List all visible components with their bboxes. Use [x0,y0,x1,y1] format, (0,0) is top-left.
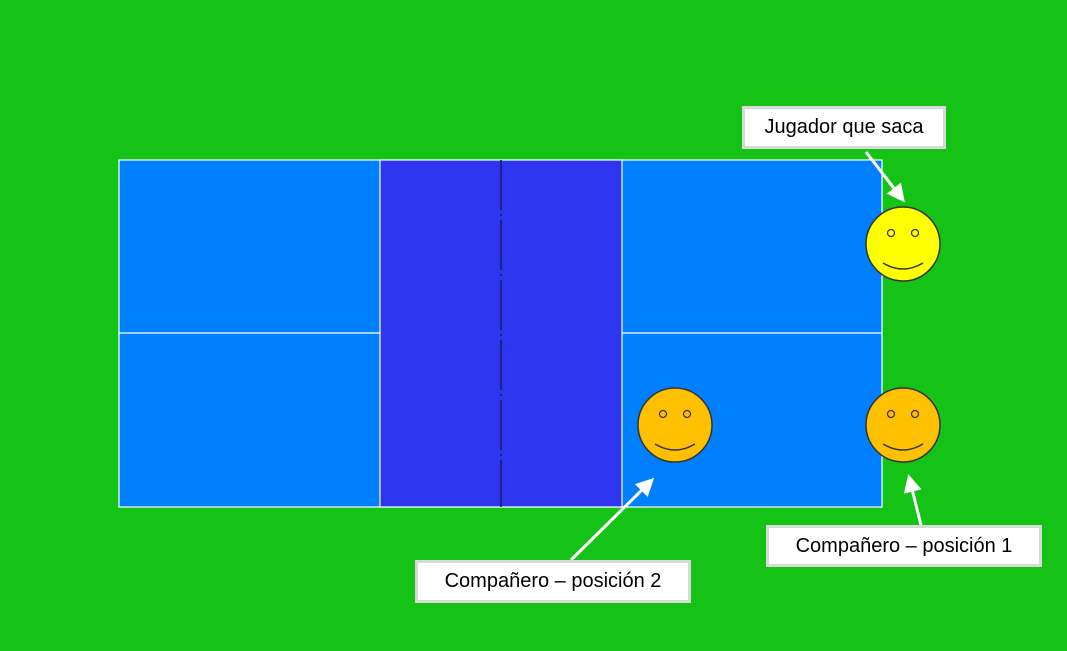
right-eye [910,228,920,238]
partner-position-1-label: Compañero – posición 1 [766,525,1042,567]
partner-position-1-icon [865,387,941,463]
server-label: Jugador que saca [742,106,946,149]
arrow-to-server [864,151,905,203]
right-eye [910,409,920,419]
court [118,159,883,508]
right-eye [682,409,692,419]
arrow-to-partner-position-1 [903,474,923,526]
smile [882,262,924,270]
partner-position-2-icon [637,387,713,463]
smile [654,443,696,451]
partner-position-2-label: Compañero – posición 2 [415,560,691,603]
smile [882,443,924,451]
server-player-icon [865,206,941,282]
left-eye [886,409,896,419]
left-eye [886,228,896,238]
left-eye [658,409,668,419]
arrow-to-partner-position-2 [569,477,655,562]
